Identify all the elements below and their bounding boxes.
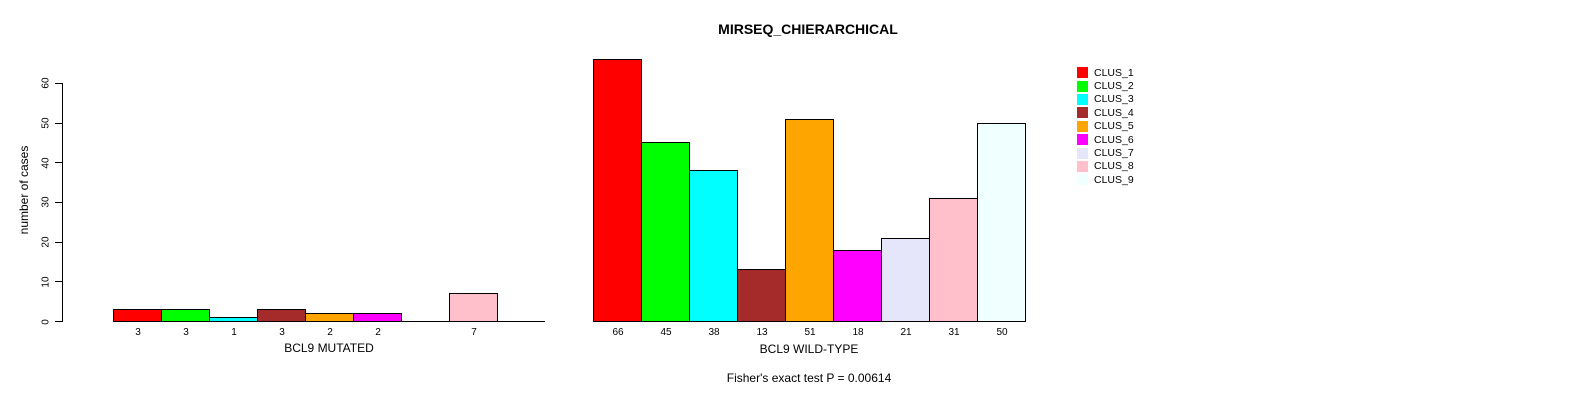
- legend-row-clus_9: CLUS_9: [1077, 173, 1134, 186]
- x-axis-label-wild-type: BCL9 WILD-TYPE: [759, 342, 859, 356]
- bar-clus_5: [785, 119, 834, 322]
- bar-value-label: 50: [996, 327, 1008, 338]
- bar-value-label: 1: [231, 327, 237, 338]
- y-tick: [55, 122, 62, 124]
- legend-row-clus_4: CLUS_4: [1077, 106, 1134, 119]
- y-axis-label: number of cases: [17, 145, 31, 235]
- bar-clus_7: [881, 238, 930, 322]
- legend-swatch-icon: [1077, 147, 1088, 159]
- y-tick-label: 10: [40, 276, 52, 288]
- y-tick-label: 30: [40, 196, 52, 209]
- legend-label: CLUS_7: [1094, 147, 1134, 160]
- bar-clus_4: [737, 269, 786, 322]
- bar-clus_2: [161, 309, 210, 322]
- bar-value-label: 3: [279, 327, 285, 338]
- bar-clus_3: [689, 170, 738, 322]
- y-tick-label: 40: [40, 157, 52, 169]
- legend-swatch-icon: [1077, 120, 1088, 132]
- bar-clus_6: [353, 313, 402, 322]
- legend-row-clus_3: CLUS_3: [1077, 93, 1134, 106]
- bar-clus_6: [833, 250, 882, 322]
- legend-swatch-icon: [1077, 107, 1088, 119]
- legend-swatch-icon: [1077, 67, 1088, 79]
- y-tick-label: 0: [40, 318, 52, 325]
- legend-label: CLUS_6: [1094, 133, 1134, 146]
- bar-value-label: 21: [900, 327, 912, 338]
- legend-row-clus_6: CLUS_6: [1077, 133, 1134, 146]
- bar-value-label: 2: [375, 327, 381, 338]
- chart-title: MIRSEQ_CHIERARCHICAL: [718, 21, 898, 37]
- y-tick: [55, 241, 62, 243]
- bar-clus_9: [977, 123, 1026, 322]
- bar-clus_1: [593, 59, 642, 322]
- bar-clus_2: [641, 142, 690, 322]
- bar-value-label: 45: [660, 327, 672, 338]
- legend-swatch-icon: [1077, 134, 1088, 146]
- bar-clus_8: [449, 293, 498, 322]
- bar-value-label: 7: [471, 327, 477, 338]
- bar-value-label: 2: [327, 327, 333, 338]
- y-tick-label: 20: [40, 236, 52, 248]
- legend-swatch-icon: [1077, 93, 1088, 105]
- legend-label: CLUS_2: [1094, 80, 1134, 93]
- y-tick: [55, 162, 62, 164]
- x-axis-label-mutated: BCL9 MUTATED: [284, 341, 374, 355]
- y-axis: [62, 83, 63, 322]
- y-tick: [55, 82, 62, 84]
- legend-row-clus_1: CLUS_1: [1077, 66, 1134, 79]
- legend-label: CLUS_9: [1094, 173, 1134, 186]
- y-tick-label: 60: [40, 77, 52, 90]
- legend-label: CLUS_8: [1094, 160, 1134, 173]
- fisher-test-annotation: Fisher's exact test P = 0.00614: [726, 371, 892, 385]
- legend-label: CLUS_1: [1094, 66, 1134, 79]
- y-tick: [55, 281, 62, 283]
- bar-value-label: 38: [708, 327, 720, 338]
- bar-clus_1: [113, 309, 162, 322]
- legend-row-clus_2: CLUS_2: [1077, 79, 1134, 92]
- y-tick: [55, 321, 62, 322]
- legend-swatch-icon: [1077, 80, 1088, 92]
- legend-swatch-icon: [1077, 174, 1088, 186]
- legend-label: CLUS_4: [1094, 106, 1134, 119]
- bar-clus_4: [257, 309, 306, 322]
- legend-label: CLUS_3: [1094, 93, 1134, 106]
- y-tick-label: 50: [40, 117, 52, 129]
- legend-swatch-icon: [1077, 160, 1088, 172]
- legend-label: CLUS_5: [1094, 120, 1134, 133]
- bar-value-label: 3: [135, 327, 141, 338]
- bar-value-label: 18: [852, 327, 864, 338]
- bar-value-label: 13: [756, 327, 768, 338]
- bar-clus_8: [929, 198, 978, 322]
- bar-value-label: 66: [612, 327, 624, 338]
- legend-row-clus_7: CLUS_7: [1077, 146, 1134, 159]
- bar-clus_5: [305, 313, 354, 322]
- legend: CLUS_1 CLUS_2 CLUS_3 CLUS_4 CLUS_5 CLUS_6 CLUS…: [1077, 66, 1134, 187]
- bar-value-label: 3: [183, 327, 189, 338]
- bar-value-label: 51: [804, 327, 816, 338]
- bar-clus_3: [209, 317, 258, 322]
- y-tick: [55, 201, 62, 203]
- legend-row-clus_5: CLUS_5: [1077, 120, 1134, 133]
- bar-value-label: 31: [948, 327, 960, 338]
- legend-row-clus_8: CLUS_8: [1077, 160, 1134, 173]
